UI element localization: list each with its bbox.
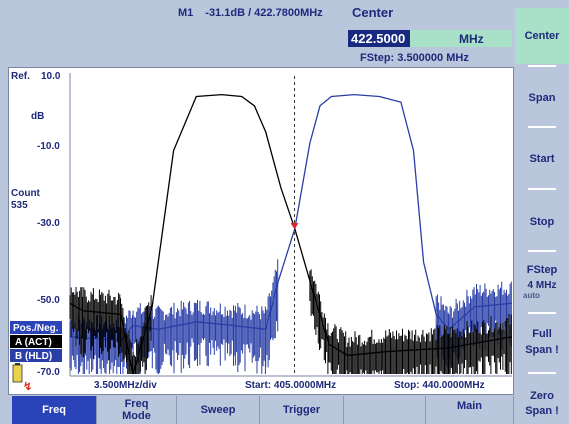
stop-label: Stop: 440.0000MHz: [394, 380, 485, 391]
y-tick-label: -30.0: [37, 218, 60, 229]
zero-span-line1: Zero: [530, 390, 554, 402]
trace-b-line: [69, 93, 513, 342]
center-unit-box: [410, 30, 512, 47]
trace-a-line: [69, 93, 513, 375]
softkey-divider: [528, 126, 556, 128]
center-softkey[interactable]: Center: [515, 8, 569, 64]
trace-b-line-noise: [69, 259, 512, 374]
softkey-panel: Center Span Start Stop FStep 4 MHz auto …: [515, 0, 569, 424]
tab-freq[interactable]: Freq: [12, 396, 97, 424]
fstep-softkey-value: 4 MHz: [527, 280, 557, 291]
mode-label: Pos./Neg.: [13, 323, 59, 334]
unit-label: dB: [31, 111, 44, 122]
traces-group: [69, 76, 513, 375]
span-softkey[interactable]: Span: [528, 92, 556, 104]
full-span-line1: Full: [532, 328, 552, 340]
spectrum-plot: Ref. 10.0 dB -10.0 Count 535 -30.0 -50.0…: [8, 67, 514, 395]
softkey-divider: [528, 188, 556, 190]
fstep-readout: FStep: 3.500000 MHz: [360, 52, 469, 64]
tab-empty[interactable]: [344, 396, 426, 424]
center-label: Center: [352, 5, 394, 20]
softkey-divider: [528, 65, 556, 67]
trace-a-box[interactable]: [10, 335, 62, 348]
y-tick-label: -70.0: [37, 367, 60, 378]
battery-icon: ↯: [12, 363, 32, 393]
softkey-divider: [528, 372, 556, 374]
full-span-softkey[interactable]: Full Span !: [515, 328, 569, 364]
start-softkey[interactable]: Start: [529, 153, 555, 165]
full-span-line2: Span !: [525, 344, 559, 356]
y-tick-label: -50.0: [37, 295, 60, 306]
svg-text:↯: ↯: [23, 381, 32, 393]
trace-b-label: B (HLD): [15, 351, 52, 362]
y-tick-label: -10.0: [37, 141, 60, 152]
ref-value: 10.0: [41, 71, 61, 82]
softkey-divider: [528, 250, 556, 252]
tab-sweep[interactable]: Sweep: [177, 396, 260, 424]
zero-span-softkey[interactable]: Zero Span !: [515, 390, 569, 424]
marker-readout: M1 -31.1dB / 422.7800MHz: [178, 7, 323, 19]
start-label: Start: 405.0000MHz: [245, 380, 336, 391]
div-label: 3.500MHz/div: [94, 380, 157, 391]
mode-box: [10, 321, 62, 334]
softkey-divider: [528, 312, 556, 314]
tab-freq-mode-line2: Mode: [122, 410, 151, 422]
stop-softkey[interactable]: Stop: [529, 216, 555, 228]
marker-value: -31.1dB / 422.7800MHz: [205, 7, 323, 19]
trace-b-box[interactable]: [10, 349, 62, 362]
zero-span-line2: Span !: [525, 405, 559, 417]
tab-freq-mode-line1: Freq: [124, 398, 149, 410]
marker-label: M1: [178, 7, 194, 19]
trace-a-label: A (ACT): [15, 337, 52, 348]
tab-trigger[interactable]: Trigger: [260, 396, 344, 424]
spectrum-chart: Ref. 10.0 dB -10.0 Count 535 -30.0 -50.0…: [10, 71, 513, 393]
count-label: Count: [11, 188, 41, 199]
count-value: 535: [11, 200, 28, 211]
fstep-softkey[interactable]: FStep 4 MHz auto: [515, 264, 569, 308]
trace-a-line-noise: [69, 269, 512, 374]
marker-triangle[interactable]: [290, 223, 299, 230]
ref-label: Ref.: [11, 71, 30, 82]
header-bar: M1 -31.1dB / 422.7800MHz Center 422.5000 …: [0, 0, 515, 67]
center-frequency-input[interactable]: 422.5000: [348, 30, 410, 47]
tab-main[interactable]: Main: [426, 396, 514, 424]
tab-freq-mode[interactable]: Freq Mode: [97, 396, 177, 424]
menu-tab-bar: Freq Freq Mode Sweep Trigger Main: [0, 396, 515, 424]
fstep-softkey-label: FStep: [526, 264, 558, 276]
center-unit: MHz: [459, 32, 484, 46]
fstep-softkey-mode: auto: [523, 291, 540, 300]
